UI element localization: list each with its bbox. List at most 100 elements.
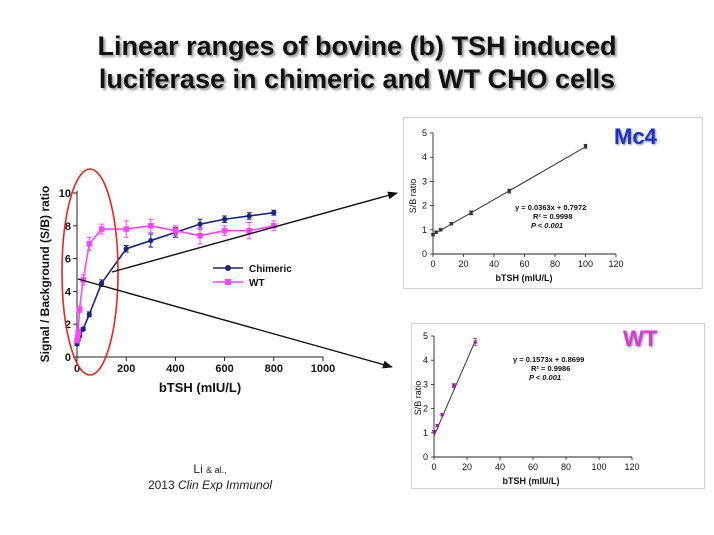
- data-point-wt: [246, 227, 252, 234]
- wt-y-tick-label: 0: [423, 452, 428, 462]
- data-point-wt: [271, 223, 277, 229]
- wt-fit-pvalue: P < 0.001: [529, 373, 561, 382]
- data-point-wt: [75, 329, 82, 336]
- main-y-tick-label: 4: [65, 286, 72, 298]
- wt-inset-panel: [411, 323, 705, 489]
- main-x-tick-label: 0: [74, 363, 80, 375]
- legend-wt-marker: [225, 279, 231, 285]
- wt-y-tick-label: 2: [423, 404, 428, 414]
- wt-data-point: [452, 384, 456, 388]
- mc4-y-axis-label: S/B ratio: [408, 179, 418, 214]
- mc4-inset-panel: [403, 117, 703, 289]
- mc4-y-tick-label: 3: [422, 176, 427, 186]
- main-y-tick-label: 0: [65, 352, 71, 364]
- legend-wt-label: WT: [249, 278, 265, 289]
- wt-inset-label: WT: [623, 326, 658, 351]
- mc4-inset-label: Mc4: [614, 124, 657, 149]
- data-point-wt: [98, 226, 105, 232]
- citation-year: 2013: [147, 478, 175, 492]
- mc4-x-tick-label: 120: [608, 259, 623, 269]
- mc4-x-tick-label: 100: [578, 259, 593, 269]
- wt-data-point: [435, 423, 439, 428]
- wt-x-tick-label: 100: [591, 462, 606, 472]
- mc4-data-point: [439, 228, 443, 232]
- wt-x-tick-label: 40: [495, 462, 505, 472]
- mc4-data-point: [583, 144, 588, 148]
- data-point-chimeric: [99, 280, 105, 286]
- data-point-wt: [172, 227, 179, 234]
- legend-chimeric-marker: [225, 265, 231, 271]
- wt-y-tick-label: 3: [423, 379, 428, 389]
- wt-fit-line: [433, 340, 476, 437]
- wt-x-tick-label: 120: [624, 462, 639, 472]
- mc4-y-tick-label: 1: [422, 225, 427, 235]
- data-point-wt: [221, 227, 228, 234]
- mc4-x-tick-label: 20: [458, 259, 468, 269]
- wt-y-tick-label: 4: [423, 355, 428, 365]
- mc4-data-point: [431, 233, 435, 237]
- arrow-to-wt-inset: [77, 278, 393, 369]
- wt-y-tick-label: 5: [423, 331, 428, 341]
- data-point-wt: [74, 334, 81, 341]
- data-point-chimeric: [222, 216, 228, 222]
- main-y-tick-label: 8: [65, 221, 71, 233]
- wt-data-point: [473, 340, 477, 344]
- mc4-x-tick-label: 80: [550, 259, 560, 269]
- slide-title: Linear ranges of bovine (b) TSH induced …: [0, 30, 714, 96]
- data-point-chimeric: [197, 221, 203, 227]
- data-point-wt: [86, 241, 93, 247]
- mc4-x-tick-label: 60: [519, 259, 529, 269]
- mc4-data-point: [449, 222, 453, 226]
- wt-fit-equation: y = 0.1573x + 0.8699: [513, 355, 584, 364]
- wt-x-tick-label: 0: [431, 462, 436, 472]
- arrow-to-mc4-inset: [111, 191, 398, 273]
- main-x-tick-label: 200: [117, 363, 135, 375]
- slide-title-line-2: luciferase in chimeric and WT CHO cells: [98, 64, 616, 94]
- main-x-tick-label: 1000: [311, 363, 335, 375]
- main-y-tick-label: 2: [65, 319, 71, 331]
- data-point-chimeric: [123, 246, 129, 252]
- data-point-chimeric: [86, 311, 92, 317]
- citation-etal: & al.,: [206, 465, 227, 475]
- mc4-y-tick-label: 4: [422, 152, 427, 162]
- main-legend: Chimeric WT: [213, 264, 292, 289]
- linear-range-highlight-ellipse: [61, 168, 119, 376]
- data-point-wt: [197, 232, 203, 239]
- mc4-fit-r2: R² = 0.9998: [533, 212, 572, 221]
- main-x-tick-label: 400: [166, 363, 184, 375]
- legend-chimeric-label: Chimeric: [249, 264, 292, 275]
- main-x-axis-label: bTSH (mIU/L): [159, 380, 241, 395]
- main-x-tick-label: 800: [265, 363, 283, 375]
- mc4-fit-pvalue: P < 0.001: [531, 221, 563, 230]
- mc4-data-point: [507, 189, 511, 193]
- wt-y-axis-label: S/B ratio: [413, 381, 423, 416]
- mc4-y-tick-label: 0: [422, 249, 427, 259]
- data-point-wt: [123, 226, 129, 232]
- mc4-x-axis-label: bTSH (mIU/L): [496, 273, 553, 283]
- wt-x-tick-label: 20: [462, 462, 472, 472]
- slide-title-line-1: Linear ranges of bovine (b) TSH induced: [97, 31, 617, 61]
- wt-x-tick-label: 60: [528, 462, 538, 472]
- citation: Li & al., 2013 Clin Exp Immunol: [140, 462, 280, 493]
- mc4-y-tick-label: 2: [422, 201, 427, 211]
- main-y-tick-label: 10: [59, 188, 71, 200]
- wt-fit-r2: R² = 0.9986: [531, 364, 570, 373]
- mc4-fit-equation: y = 0.0363x + 0.7972: [515, 203, 586, 212]
- series-wt-line: [76, 224, 274, 341]
- mc4-x-tick-label: 0: [430, 259, 435, 269]
- data-point-wt: [148, 223, 154, 229]
- mc4-x-tick-label: 40: [489, 259, 499, 269]
- wt-x-tick-label: 80: [561, 462, 571, 472]
- wt-data-point: [432, 429, 436, 434]
- data-point-chimeric: [271, 210, 277, 216]
- main-y-tick-label: 6: [65, 254, 71, 266]
- mc4-data-point: [434, 230, 438, 234]
- wt-x-axis-label: bTSH (mIU/L): [503, 476, 560, 486]
- wt-y-tick-label: 1: [423, 428, 428, 438]
- citation-author: Li: [193, 462, 203, 476]
- wt-data-point: [440, 413, 444, 417]
